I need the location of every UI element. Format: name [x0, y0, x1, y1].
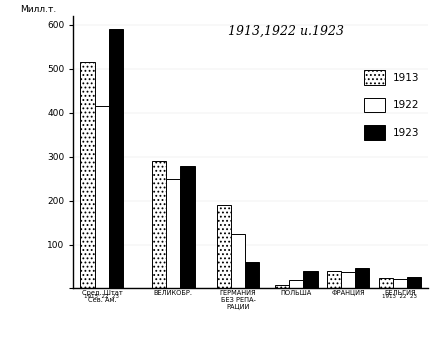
Bar: [341, 272, 355, 288]
Bar: [327, 271, 341, 288]
Text: Милл.т.: Милл.т.: [20, 5, 56, 14]
Bar: [355, 268, 369, 288]
Bar: [166, 179, 180, 288]
Bar: [407, 276, 421, 288]
Bar: [393, 279, 407, 288]
Bar: [289, 280, 303, 288]
Text: 1913  22  23: 1913 22 23: [84, 294, 119, 299]
Legend: 1913, 1922, 1923: 1913, 1922, 1923: [364, 70, 420, 140]
Text: 1913  22  23: 1913 22 23: [382, 294, 418, 299]
Bar: [245, 262, 260, 288]
Bar: [275, 285, 289, 288]
Bar: [80, 62, 95, 288]
Bar: [378, 279, 393, 288]
Bar: [109, 29, 123, 288]
Bar: [180, 166, 194, 288]
Bar: [231, 234, 245, 288]
Text: 1913,1922 и.1923: 1913,1922 и.1923: [228, 24, 345, 37]
Bar: [217, 205, 231, 288]
Bar: [303, 271, 318, 288]
Bar: [95, 106, 109, 288]
Bar: [152, 161, 166, 288]
